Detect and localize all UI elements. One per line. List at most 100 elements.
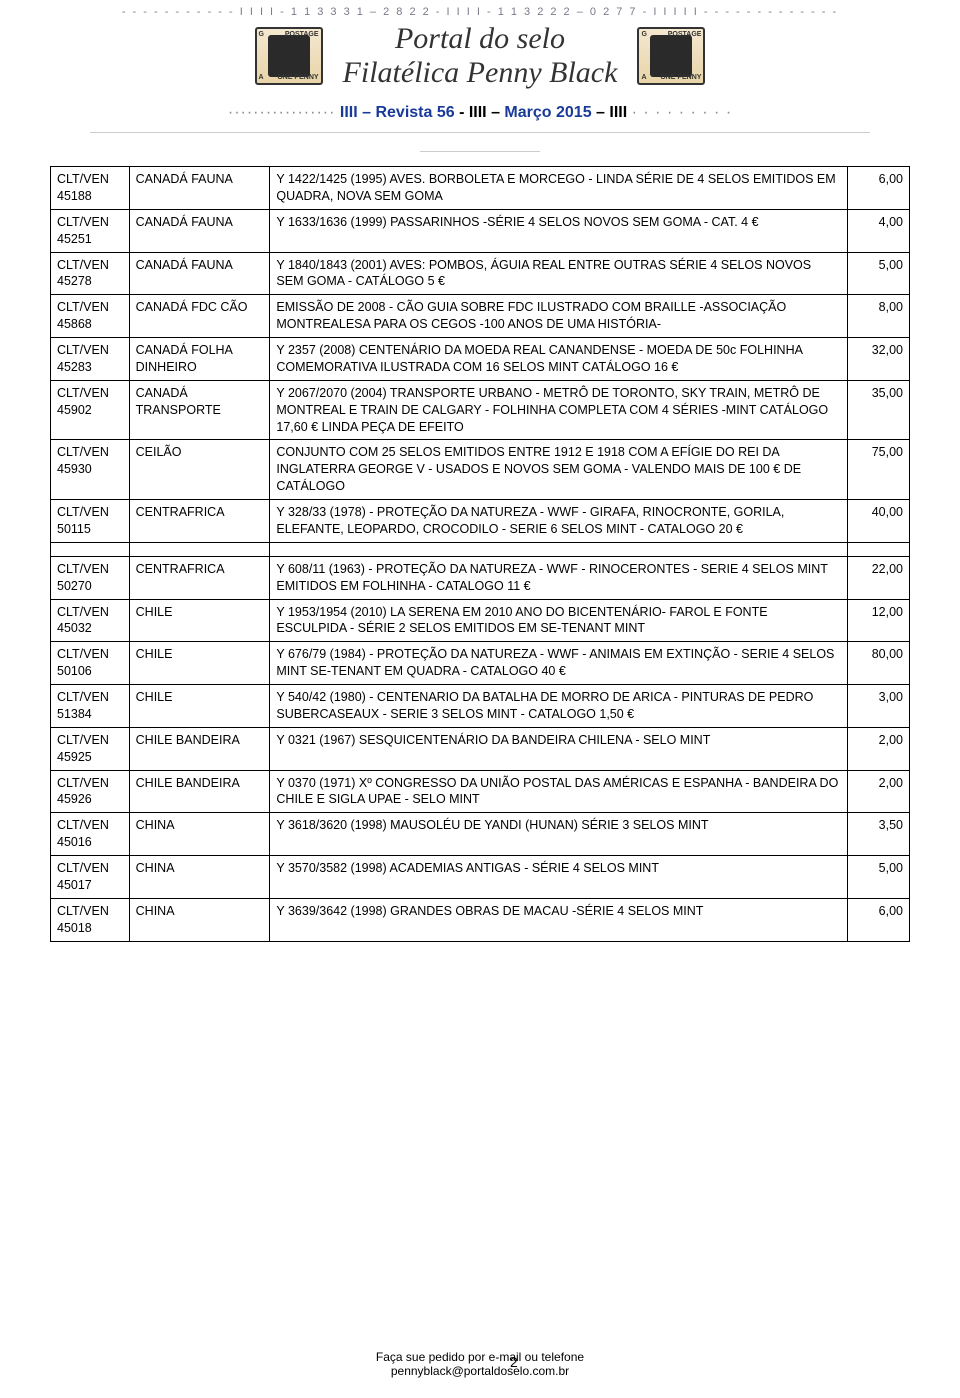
- cell-country: CANADÁ FAUNA: [129, 167, 270, 210]
- cell-code: CLT/VEN 45925: [51, 727, 130, 770]
- cell-description: Y 676/79 (1984) - PROTEÇÃO DA NATUREZA -…: [270, 642, 847, 685]
- cell-description: Y 2357 (2008) CENTENÁRIO DA MOEDA REAL C…: [270, 338, 847, 381]
- cell-description: Y 3570/3582 (1998) ACADEMIAS ANTIGAS - S…: [270, 856, 847, 899]
- table-row: CLT/VEN 45868CANADÁ FDC CÃOEMISSÃO DE 20…: [51, 295, 910, 338]
- cell-country: CENTRAFRICA: [129, 500, 270, 543]
- cell-description: Y 1840/1843 (2001) AVES: POMBOS, ÁGUIA R…: [270, 252, 847, 295]
- portal-title-line2: Filatélica Penny Black: [343, 56, 618, 90]
- cell-code: CLT/VEN 45278: [51, 252, 130, 295]
- cell-price: 6,00: [847, 167, 909, 210]
- table-row: CLT/VEN 45018CHINAY 3639/3642 (1998) GRA…: [51, 898, 910, 941]
- cell-code: CLT/VEN 45283: [51, 338, 130, 381]
- cell-code: CLT/VEN 45251: [51, 209, 130, 252]
- header-bar: G POSTAGE A ONE PENNY Portal do selo Fil…: [0, 22, 960, 90]
- cell-code: CLT/VEN 45926: [51, 770, 130, 813]
- cell-price: 3,00: [847, 685, 909, 728]
- stamp-right-icon: G POSTAGE A ONE PENNY: [637, 27, 705, 85]
- table-row: CLT/VEN 45925CHILE BANDEIRAY 0321 (1967)…: [51, 727, 910, 770]
- stamp-corner-text: POSTAGE: [285, 31, 319, 38]
- table-row: CLT/VEN 45283CANADÁ FOLHA DINHEIROY 2357…: [51, 338, 910, 381]
- footer-line2: pennyblack@portaldoselo.com.br: [0, 1364, 960, 1378]
- cell-code: CLT/VEN 45188: [51, 167, 130, 210]
- cell-country: CANADÁ FDC CÃO: [129, 295, 270, 338]
- cell-code: CLT/VEN 50270: [51, 556, 130, 599]
- cell-price: 35,00: [847, 380, 909, 440]
- cell-code: CLT/VEN 50106: [51, 642, 130, 685]
- short-divider: [420, 151, 540, 152]
- cell-code: CLT/VEN 45930: [51, 440, 130, 500]
- issue-part3: Março 2015: [504, 104, 591, 121]
- portal-title: Portal do selo Filatélica Penny Black: [343, 22, 618, 90]
- cell-country: CHILE BANDEIRA: [129, 727, 270, 770]
- divider-line: [90, 132, 870, 133]
- cell-country: CHINA: [129, 856, 270, 899]
- cell-price: 2,00: [847, 727, 909, 770]
- cell-code: CLT/VEN 45902: [51, 380, 130, 440]
- table-row: CLT/VEN 45032CHILEY 1953/1954 (2010) LA …: [51, 599, 910, 642]
- cell-code: CLT/VEN 45018: [51, 898, 130, 941]
- cell-price: 80,00: [847, 642, 909, 685]
- footer-line1: Faça sue pedido por e-mail ou telefone: [0, 1350, 960, 1364]
- footer: Faça sue pedido por e-mail ou telefone p…: [0, 1350, 960, 1378]
- cell-code: CLT/VEN 45017: [51, 856, 130, 899]
- cell-country: CHILE BANDEIRA: [129, 770, 270, 813]
- table-row: CLT/VEN 50270CENTRAFRICAY 608/11 (1963) …: [51, 556, 910, 599]
- cell-description: CONJUNTO COM 25 SELOS EMITIDOS ENTRE 191…: [270, 440, 847, 500]
- cell-description: Y 3618/3620 (1998) MAUSOLÉU DE YANDI (HU…: [270, 813, 847, 856]
- table-row: CLT/VEN 45251CANADÁ FAUNAY 1633/1636 (19…: [51, 209, 910, 252]
- stamp-corner-text: G: [641, 31, 646, 38]
- cell-code: CLT/VEN 50115: [51, 500, 130, 543]
- cell-price: 12,00: [847, 599, 909, 642]
- cell-price: 5,00: [847, 252, 909, 295]
- issue-line: ················· IIII – Revista 56 - II…: [0, 104, 960, 122]
- portal-title-line1: Portal do selo: [343, 22, 618, 56]
- cell-price: 5,00: [847, 856, 909, 899]
- cell-description: Y 0321 (1967) SESQUICENTENÁRIO DA BANDEI…: [270, 727, 847, 770]
- cell-country: CANADÁ FAUNA: [129, 252, 270, 295]
- cell-price: 6,00: [847, 898, 909, 941]
- cell-country: CHILE: [129, 685, 270, 728]
- issue-part2: - IIII –: [455, 104, 505, 121]
- cell-country: CEILÃO: [129, 440, 270, 500]
- top-dotted-line: - - - - - - - - - - - I I I I - 1 1 3 3 …: [0, 0, 960, 18]
- cell-description: Y 3639/3642 (1998) GRANDES OBRAS DE MACA…: [270, 898, 847, 941]
- cell-country: CANADÁ FAUNA: [129, 209, 270, 252]
- table-row: CLT/VEN 45016CHINAY 3618/3620 (1998) MAU…: [51, 813, 910, 856]
- stamp-corner-text: G: [259, 31, 264, 38]
- issue-part1: IIII – Revista 56: [340, 104, 455, 121]
- page-number: 2: [510, 1354, 518, 1370]
- table-row: CLT/VEN 45930CEILÃOCONJUNTO COM 25 SELOS…: [51, 440, 910, 500]
- cell-price: 32,00: [847, 338, 909, 381]
- cell-code: CLT/VEN 45016: [51, 813, 130, 856]
- catalog-table: CLT/VEN 45188CANADÁ FAUNAY 1422/1425 (19…: [50, 166, 910, 942]
- cell-country: CANADÁ FOLHA DINHEIRO: [129, 338, 270, 381]
- cell-price: 22,00: [847, 556, 909, 599]
- table-row: CLT/VEN 45926CHILE BANDEIRAY 0370 (1971)…: [51, 770, 910, 813]
- cell-country: CANADÁ TRANSPORTE: [129, 380, 270, 440]
- cell-code: CLT/VEN 51384: [51, 685, 130, 728]
- spacer-row: [51, 542, 910, 556]
- stamp-corner-text: A: [259, 74, 264, 81]
- cell-description: Y 0370 (1971) Xº CONGRESSO DA UNIÃO POST…: [270, 770, 847, 813]
- cell-country: CHILE: [129, 599, 270, 642]
- cell-price: 3,50: [847, 813, 909, 856]
- issue-part4: – IIII: [596, 104, 627, 121]
- cell-price: 8,00: [847, 295, 909, 338]
- cell-description: Y 328/33 (1978) - PROTEÇÃO DA NATUREZA -…: [270, 500, 847, 543]
- cell-country: CHINA: [129, 813, 270, 856]
- cell-country: CHINA: [129, 898, 270, 941]
- table-row: CLT/VEN 45188CANADÁ FAUNAY 1422/1425 (19…: [51, 167, 910, 210]
- cell-price: 4,00: [847, 209, 909, 252]
- table-row: CLT/VEN 45902CANADÁ TRANSPORTEY 2067/207…: [51, 380, 910, 440]
- stamp-corner-text: A: [641, 74, 646, 81]
- cell-description: Y 2067/2070 (2004) TRANSPORTE URBANO - M…: [270, 380, 847, 440]
- cell-price: 40,00: [847, 500, 909, 543]
- table-row: CLT/VEN 45017CHINAY 3570/3582 (1998) ACA…: [51, 856, 910, 899]
- cell-price: 75,00: [847, 440, 909, 500]
- cell-description: Y 1953/1954 (2010) LA SERENA EM 2010 ANO…: [270, 599, 847, 642]
- stamp-corner-text: ONE PENNY: [660, 74, 701, 81]
- cell-description: Y 540/42 (1980) - CENTENARIO DA BATALHA …: [270, 685, 847, 728]
- stamp-corner-text: POSTAGE: [668, 31, 702, 38]
- cell-price: 2,00: [847, 770, 909, 813]
- stamp-corner-text: ONE PENNY: [277, 74, 318, 81]
